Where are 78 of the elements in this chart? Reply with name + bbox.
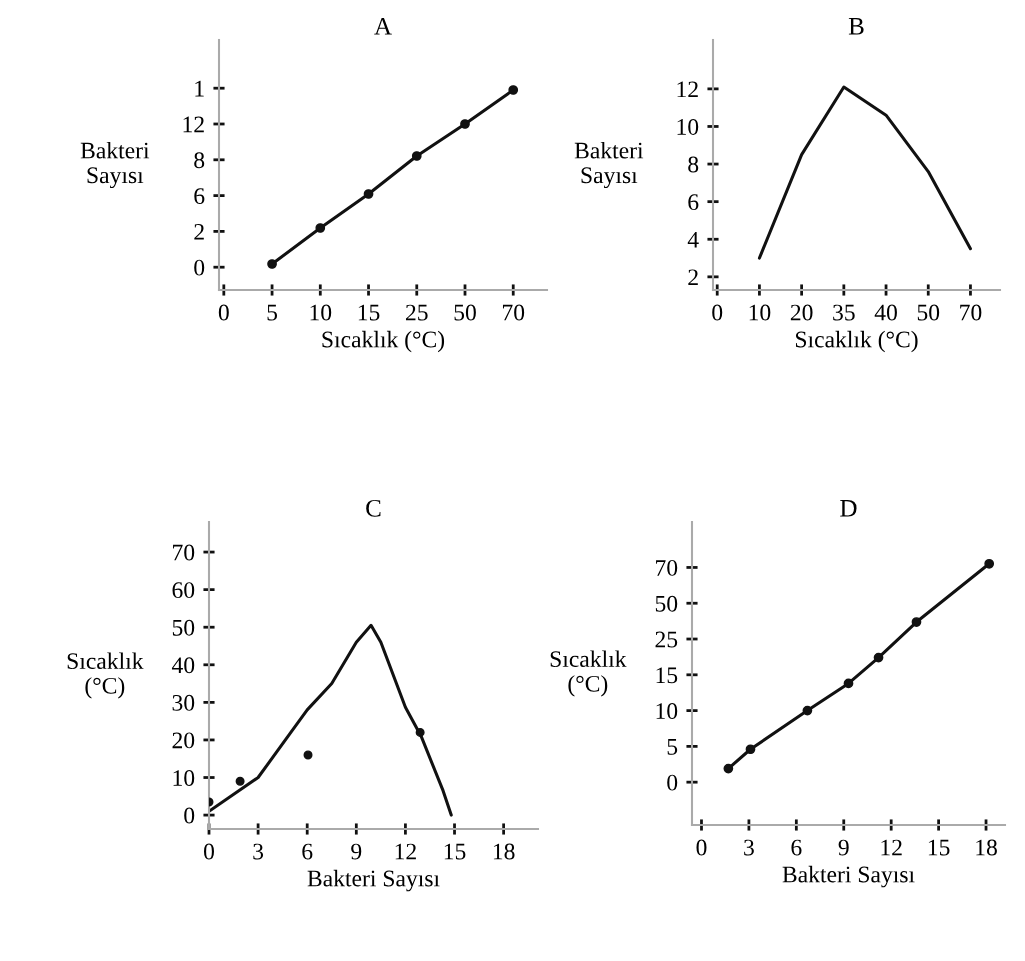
y-tick-label: 60 — [172, 582, 195, 599]
x-tick-label: 10 — [310, 304, 332, 321]
x-axis-title: Sıcaklık (°C) — [795, 330, 918, 353]
y-tick-label: 70 — [173, 544, 195, 561]
x-tick-label: 5 — [267, 304, 278, 321]
chart-title: D — [840, 500, 857, 517]
x-tick-label: 6 — [791, 839, 802, 856]
y-tick-label: 20 — [172, 732, 195, 749]
point — [873, 652, 884, 663]
point — [303, 750, 313, 760]
text: 70 — [656, 559, 678, 576]
point — [723, 763, 734, 774]
point — [460, 119, 470, 129]
y-tick-label: 40 — [171, 657, 195, 674]
x-tick-label: 10 — [749, 304, 771, 321]
y-tick-label: 30 — [172, 694, 195, 711]
y-tick-label: 4 — [687, 231, 699, 248]
text: 25 — [655, 631, 678, 648]
point — [984, 558, 995, 569]
point — [363, 189, 374, 199]
x-tick-label: 12 — [881, 839, 902, 856]
x-tick-label: 70 — [502, 304, 525, 321]
x-tick-label: 0 — [712, 304, 723, 321]
y-axis-title: Bakteri Sayısı — [80, 141, 150, 189]
x-tick-label: 15 — [928, 839, 950, 856]
x-axis-title: Sıcaklık (°C) — [322, 330, 445, 353]
y-tick-label: 6 — [688, 194, 699, 211]
x-tick-label: 0 — [204, 843, 214, 860]
x-tick-label: 9 — [838, 839, 849, 856]
x-tick-label: 50 — [917, 304, 940, 321]
x-tick-label: 3 — [744, 839, 754, 856]
x-tick-label: 40 — [874, 304, 897, 321]
x-tick-label: 70 — [960, 304, 982, 321]
text: 15 — [656, 667, 678, 684]
x-tick-label: 3 — [253, 843, 264, 860]
x-tick-label: 12 — [395, 843, 416, 860]
point — [415, 727, 425, 737]
chart-title: A — [374, 17, 392, 35]
text: 5 — [667, 739, 678, 755]
text: 1 — [195, 80, 204, 97]
x-tick-label: 6 — [302, 843, 313, 860]
x-tick-label: 15 — [444, 843, 466, 860]
point — [235, 776, 245, 786]
y-axis-title: Sıcaklık (°C) — [67, 652, 144, 699]
point — [745, 744, 756, 755]
line-series — [209, 623, 453, 817]
y-axis-title: Sıcaklık (°C) — [550, 650, 627, 697]
text: 50 — [655, 595, 678, 612]
x-tick-label: 18 — [976, 839, 997, 856]
point — [411, 151, 422, 161]
point — [267, 259, 277, 269]
x-tick-label: 15 — [358, 304, 380, 321]
x-tick-label: 35 — [833, 304, 855, 321]
y-tick-label: 12 — [677, 81, 698, 98]
y-tick-label: 0 — [184, 807, 195, 824]
point — [315, 223, 326, 233]
chart-title: C — [366, 499, 381, 517]
y-axis-title: Bakteri Sayısı — [574, 141, 644, 189]
point — [843, 678, 854, 689]
x-tick-label: 0 — [218, 304, 229, 321]
y-tick-label: 2 — [688, 269, 698, 286]
y-tick-label: 10 — [677, 118, 699, 135]
x-tick-label: 18 — [493, 843, 515, 860]
y-tick-label: 8 — [688, 156, 699, 173]
x-tick-label: 20 — [790, 304, 813, 321]
text: 10 — [656, 703, 678, 720]
x-axis-title: Bakteri Sayısı — [782, 865, 915, 888]
x-tick-label: 9 — [351, 843, 362, 860]
point — [802, 705, 813, 716]
x-tick-label: 50 — [454, 304, 476, 321]
y-tick-label: 50 — [172, 619, 195, 636]
x-axis-title: Bakteri Sayısı — [307, 869, 440, 892]
point — [911, 617, 922, 627]
chart-title: B — [848, 18, 864, 35]
line-series — [757, 85, 972, 260]
x-tick-label: 25 — [406, 304, 428, 321]
y-tick-label: 10 — [173, 770, 195, 786]
point — [508, 85, 519, 95]
